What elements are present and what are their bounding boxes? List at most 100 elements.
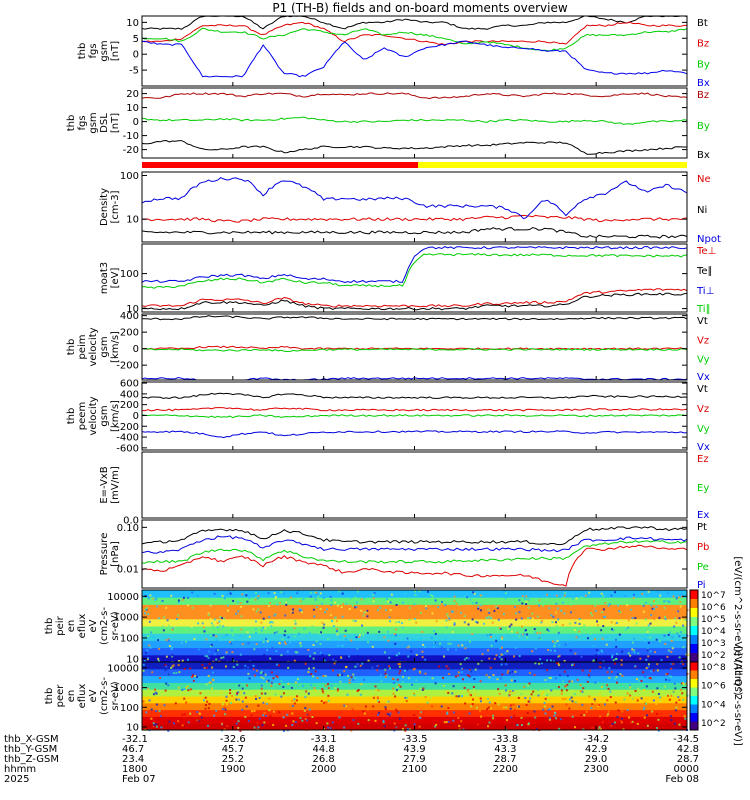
spectrogram-pixel [392, 689, 395, 692]
spectrogram-pixel [472, 698, 475, 701]
spectrogram-pixel [581, 690, 584, 693]
spectrogram-pixel [507, 627, 510, 630]
spectrogram-pixel [467, 615, 470, 618]
spectrogram-pixel [548, 607, 551, 610]
spectrogram-pixel [616, 621, 619, 624]
spectrogram-pixel [226, 604, 229, 607]
spectrogram-pixel [536, 689, 539, 692]
spectrogram-pixel [231, 651, 234, 654]
spectrogram-pixel [598, 693, 601, 696]
spectrogram-pixel [225, 634, 228, 637]
spectrogram-pixel [397, 711, 400, 714]
spectrogram-pixel [448, 619, 451, 622]
spectrogram-pixel [486, 617, 489, 620]
spectrogram-pixel [620, 659, 623, 662]
spectrogram-pixel [496, 678, 499, 681]
spectrogram-pixel [683, 715, 686, 718]
spectrogram-pixel [147, 597, 150, 600]
spectrogram-pixel [273, 592, 276, 595]
spectrogram-pixel [551, 621, 554, 624]
spectrogram-pixel [655, 726, 658, 729]
spectrogram-pixel [464, 647, 467, 650]
spectrogram-pixel [471, 618, 474, 621]
spectrogram-pixel [659, 699, 662, 702]
spectrogram-pixel [220, 722, 223, 725]
spectrogram-pixel [594, 604, 597, 607]
spectrogram-pixel [326, 590, 329, 593]
spectrogram-pixel [610, 670, 613, 673]
spectrogram-pixel [151, 671, 154, 674]
spectrogram-pixel [284, 614, 287, 617]
spectrogram-pixel [560, 689, 563, 692]
spectrogram-pixel [671, 647, 674, 650]
spectrogram-pixel [255, 643, 258, 646]
spectrogram-pixel [329, 614, 332, 617]
y-axis-label: sr-eV) [110, 681, 121, 710]
spectrogram-pixel [622, 728, 625, 731]
spectrogram-pixel [460, 667, 463, 670]
spectrogram-pixel [156, 717, 159, 720]
time-axis-row-label: thb_Y-GSM [4, 744, 57, 755]
spectrogram-pixel [637, 610, 640, 613]
spectrogram-pixel [237, 610, 240, 613]
spectrogram-pixel [525, 595, 528, 598]
spectrogram-pixel [639, 657, 642, 660]
spectrogram-pixel [256, 722, 259, 725]
spectrogram-pixel [197, 648, 200, 651]
spectrogram-pixel [312, 644, 315, 647]
spectrogram-pixel [361, 634, 364, 637]
legend-Te⊥: Te⊥ [696, 246, 716, 257]
spectrogram-pixel [346, 674, 349, 677]
spectrogram-pixel [665, 673, 668, 676]
spectrogram-pixel [395, 689, 398, 692]
spectrogram-pixel [631, 648, 634, 651]
spectrogram-pixel [479, 697, 482, 700]
spectrogram-pixel [627, 652, 630, 655]
spectrogram-pixel [525, 675, 528, 678]
spectrogram-pixel [425, 607, 428, 610]
spectrogram-pixel [512, 690, 515, 693]
spectrogram-pixel [532, 690, 535, 693]
spectrogram-pixel [574, 652, 577, 655]
spectrogram-pixel [239, 653, 242, 656]
spectrogram-pixel [287, 636, 290, 639]
spectrogram-pixel [490, 707, 493, 710]
spectrogram-pixel [240, 615, 243, 618]
spectrogram-pixel [143, 660, 146, 663]
spectrogram-pixel [254, 592, 257, 595]
spectrogram-pixel [219, 624, 222, 627]
spectrogram-pixel [668, 631, 671, 634]
spectrogram-pixel [224, 713, 227, 716]
spectrogram-pixel [563, 660, 566, 663]
spectrogram-pixel [612, 659, 615, 662]
spectrogram-pixel [255, 614, 258, 617]
spectrogram-pixel [608, 608, 611, 611]
spectrogram-pixel [446, 711, 449, 714]
spectrogram-pixel [245, 591, 248, 594]
spectrogram-pixel [222, 617, 225, 620]
spectrogram-pixel [251, 710, 254, 713]
spectrogram-pixel [553, 644, 556, 647]
spectrogram-pixel [578, 618, 581, 621]
spectrogram-pixel [492, 714, 495, 717]
panel-frame [141, 451, 688, 519]
spectrogram-pixel [319, 592, 322, 595]
spectrogram-pixel [471, 703, 474, 706]
spectrogram-pixel [282, 686, 285, 689]
spectrogram-pixel [361, 624, 364, 627]
time-axis-value: 26.8 [313, 754, 335, 765]
spectrogram-pixel [257, 704, 260, 707]
spectrogram-pixel [147, 687, 150, 690]
spectrogram-pixel [361, 601, 364, 604]
spectrogram-pixel [440, 600, 443, 603]
spectrogram-pixel [540, 693, 543, 696]
spectrogram-pixel [315, 640, 318, 643]
spectrogram-pixel [533, 710, 536, 713]
spectrogram-pixel [674, 687, 677, 690]
spectrogram-pixel [452, 711, 455, 714]
spectrogram-pixel [651, 710, 654, 713]
spectrogram-pixel [494, 670, 497, 673]
spectrogram-pixel [234, 604, 237, 607]
spectrogram-pixel [614, 677, 617, 680]
spectrogram-pixel [405, 700, 408, 703]
